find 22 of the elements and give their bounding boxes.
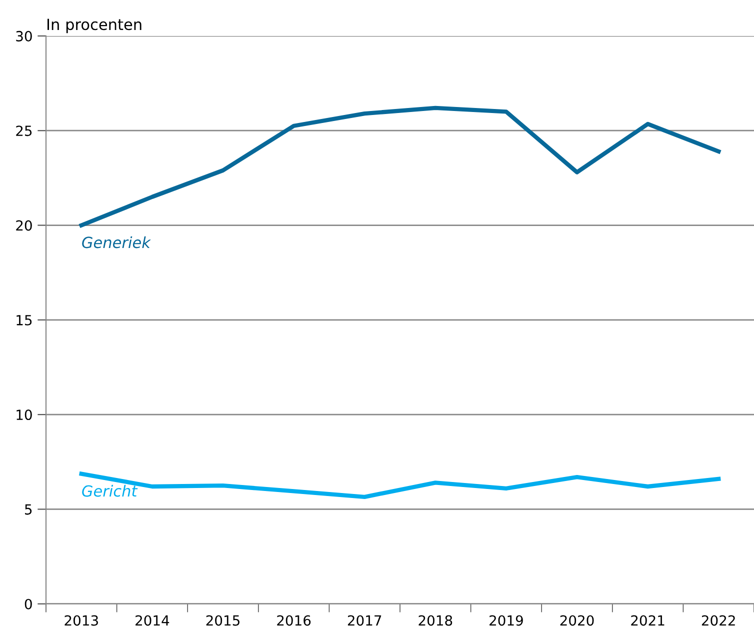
y-tick-label: 10 xyxy=(16,410,32,420)
series-label: Gericht xyxy=(82,484,138,497)
y-tick-label: 25 xyxy=(16,126,32,136)
x-tick-label: 2021 xyxy=(631,615,664,626)
x-tick-label: 2014 xyxy=(136,615,170,626)
x-tick-label: 2018 xyxy=(418,615,452,626)
y-axis-title: In procenten xyxy=(47,18,142,34)
line-series xyxy=(79,106,721,228)
x-tick-label: 2015 xyxy=(206,615,240,626)
y-tick-label: 20 xyxy=(16,220,32,231)
y-tick-label: 30 xyxy=(16,30,32,42)
line-series xyxy=(79,472,721,499)
y-tick-label: 15 xyxy=(16,315,32,326)
x-tick-label: 2019 xyxy=(490,615,523,626)
y-tick-label: 0 xyxy=(24,598,32,610)
x-tick-label: 2020 xyxy=(560,615,594,626)
series-label: Generiek xyxy=(82,236,151,248)
y-tick-label: 5 xyxy=(25,504,32,515)
x-tick-label: 2016 xyxy=(277,615,311,626)
x-tick-label: 2013 xyxy=(64,615,98,626)
x-tick-label: 2017 xyxy=(348,615,382,626)
x-tick-label: 2022 xyxy=(702,615,735,626)
